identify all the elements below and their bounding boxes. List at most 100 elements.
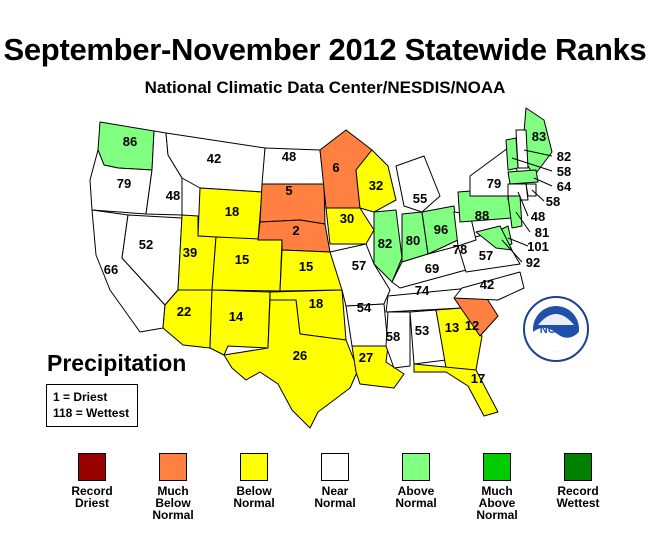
legend-label: Below Normal [233,484,275,510]
leader-line-ct [517,191,529,217]
map-title: September-November 2012 Statewide Ranks [3,32,647,67]
state-md [475,225,513,251]
leader-line-ma [533,177,553,187]
rank-label-az: 22 [177,304,191,319]
rank-label-pa: 88 [475,208,489,223]
legend-item-2: Below Normal [214,453,294,509]
rank-label-al: 53 [415,323,429,338]
legend-item-6: Record Wettest [538,453,618,509]
rank-label-ar: 54 [357,300,372,315]
rank-label-sc: 12 [465,318,479,333]
state-tx [223,299,359,429]
rank-label-va: 57 [479,248,493,263]
legend-swatch [78,453,106,481]
rank-label-tn: 74 [415,283,430,298]
rank-label-ga: 13 [445,320,459,335]
state-wi [355,149,397,213]
rank-label-layer: 8679664852421839221514485215182663057542… [104,129,572,386]
legend-item-3: Near Normal [295,453,375,509]
rank-label-me: 83 [532,129,546,144]
legend-label: Much Above Normal [476,484,518,522]
state-ma [507,169,539,185]
rank-label-co: 15 [235,252,249,267]
leader-line-vt [511,157,553,172]
color-legend: Record Driest Much Below Normal Below Normal Ne… [0,453,650,533]
rank-label-mn: 6 [332,160,339,175]
rank-label-md: 92 [526,255,540,270]
legend-label: Near Normal [314,484,356,510]
rank-label-in: 80 [406,233,420,248]
legend-swatch [564,453,592,481]
rank-label-mo: 57 [352,258,366,273]
rank-label-ks: 15 [299,259,313,274]
rank-label-il: 82 [378,236,392,251]
state-az [162,289,213,349]
rank-label-mi: 55 [413,191,427,206]
legend-item-4: Above Normal [376,453,456,509]
map-subtitle: National Climatic Data Center/NESDIS/NOA… [144,78,506,97]
rank-label-mt: 42 [207,151,221,166]
state-il [373,209,403,283]
rank-label-wy: 18 [225,204,239,219]
state-ia [325,207,375,245]
state-layer [89,107,553,429]
rank-label-nd: 48 [282,149,296,164]
rank-label-ok: 18 [309,296,323,311]
rank-label-sd: 5 [285,183,292,198]
legend-swatch [240,453,268,481]
rank-label-wv: 78 [453,242,467,257]
rank-label-ct: 48 [531,209,545,224]
rank-label-ne: 2 [292,223,299,238]
rank-label-wi: 32 [369,178,383,193]
rank-label-nj: 81 [535,225,549,240]
rank-label-ri: 58 [546,194,560,209]
rank-label-fl: 17 [471,371,485,386]
key-driest: 1 = Driest [53,390,108,404]
legend-swatch [321,453,349,481]
legend-item-5: Much Above Normal [457,453,537,521]
noaa-logo-text: NOAA [540,324,572,336]
rank-label-id: 48 [166,188,180,203]
rank-label-ms: 58 [386,329,400,344]
legend-label: Above Normal [395,484,437,510]
rank-label-nh: 82 [557,149,571,164]
rank-label-ma: 64 [557,179,572,194]
legend-label: Much Below Normal [152,484,194,522]
noaa-logo-icon: NOAA [523,296,589,362]
leader-line-de [507,237,529,247]
state-mi [395,155,441,213]
legend-item-0: Record Driest [52,453,132,509]
leader-line-ri [531,189,545,202]
legend-label: Record Driest [71,484,113,510]
rank-label-nc: 42 [480,277,494,292]
leader-line-md [501,239,523,263]
rank-label-ny: 79 [487,176,501,191]
rank-label-de: 101 [527,239,549,254]
legend-item-1: Much Below Normal [133,453,213,521]
state-nj [507,195,523,229]
rank-label-vt: 58 [557,164,571,179]
rank-label-ut: 39 [183,245,197,260]
rank-label-oh: 96 [434,222,448,237]
legend-swatch [402,453,430,481]
key-wettest: 118 = Wettest [53,406,130,420]
legend-swatch [483,453,511,481]
rank-label-or: 79 [117,176,131,191]
rank-label-nm: 14 [229,309,244,324]
rank-label-ca: 66 [104,262,118,277]
variable-title: Precipitation [47,350,187,376]
state-ms [385,311,411,369]
rank-label-la: 27 [359,350,373,365]
rank-label-wa: 86 [123,134,137,149]
leader-line-nh [523,149,553,157]
state-vt [505,137,519,171]
rank-label-ia: 30 [340,211,354,226]
legend-swatch [159,453,187,481]
leader-line-layer [501,149,553,263]
rank-label-ky: 69 [425,261,439,276]
state-ga [435,307,483,371]
state-nc [453,271,525,301]
rank-label-tx: 26 [293,348,307,363]
rank-label-nv: 52 [139,237,153,252]
